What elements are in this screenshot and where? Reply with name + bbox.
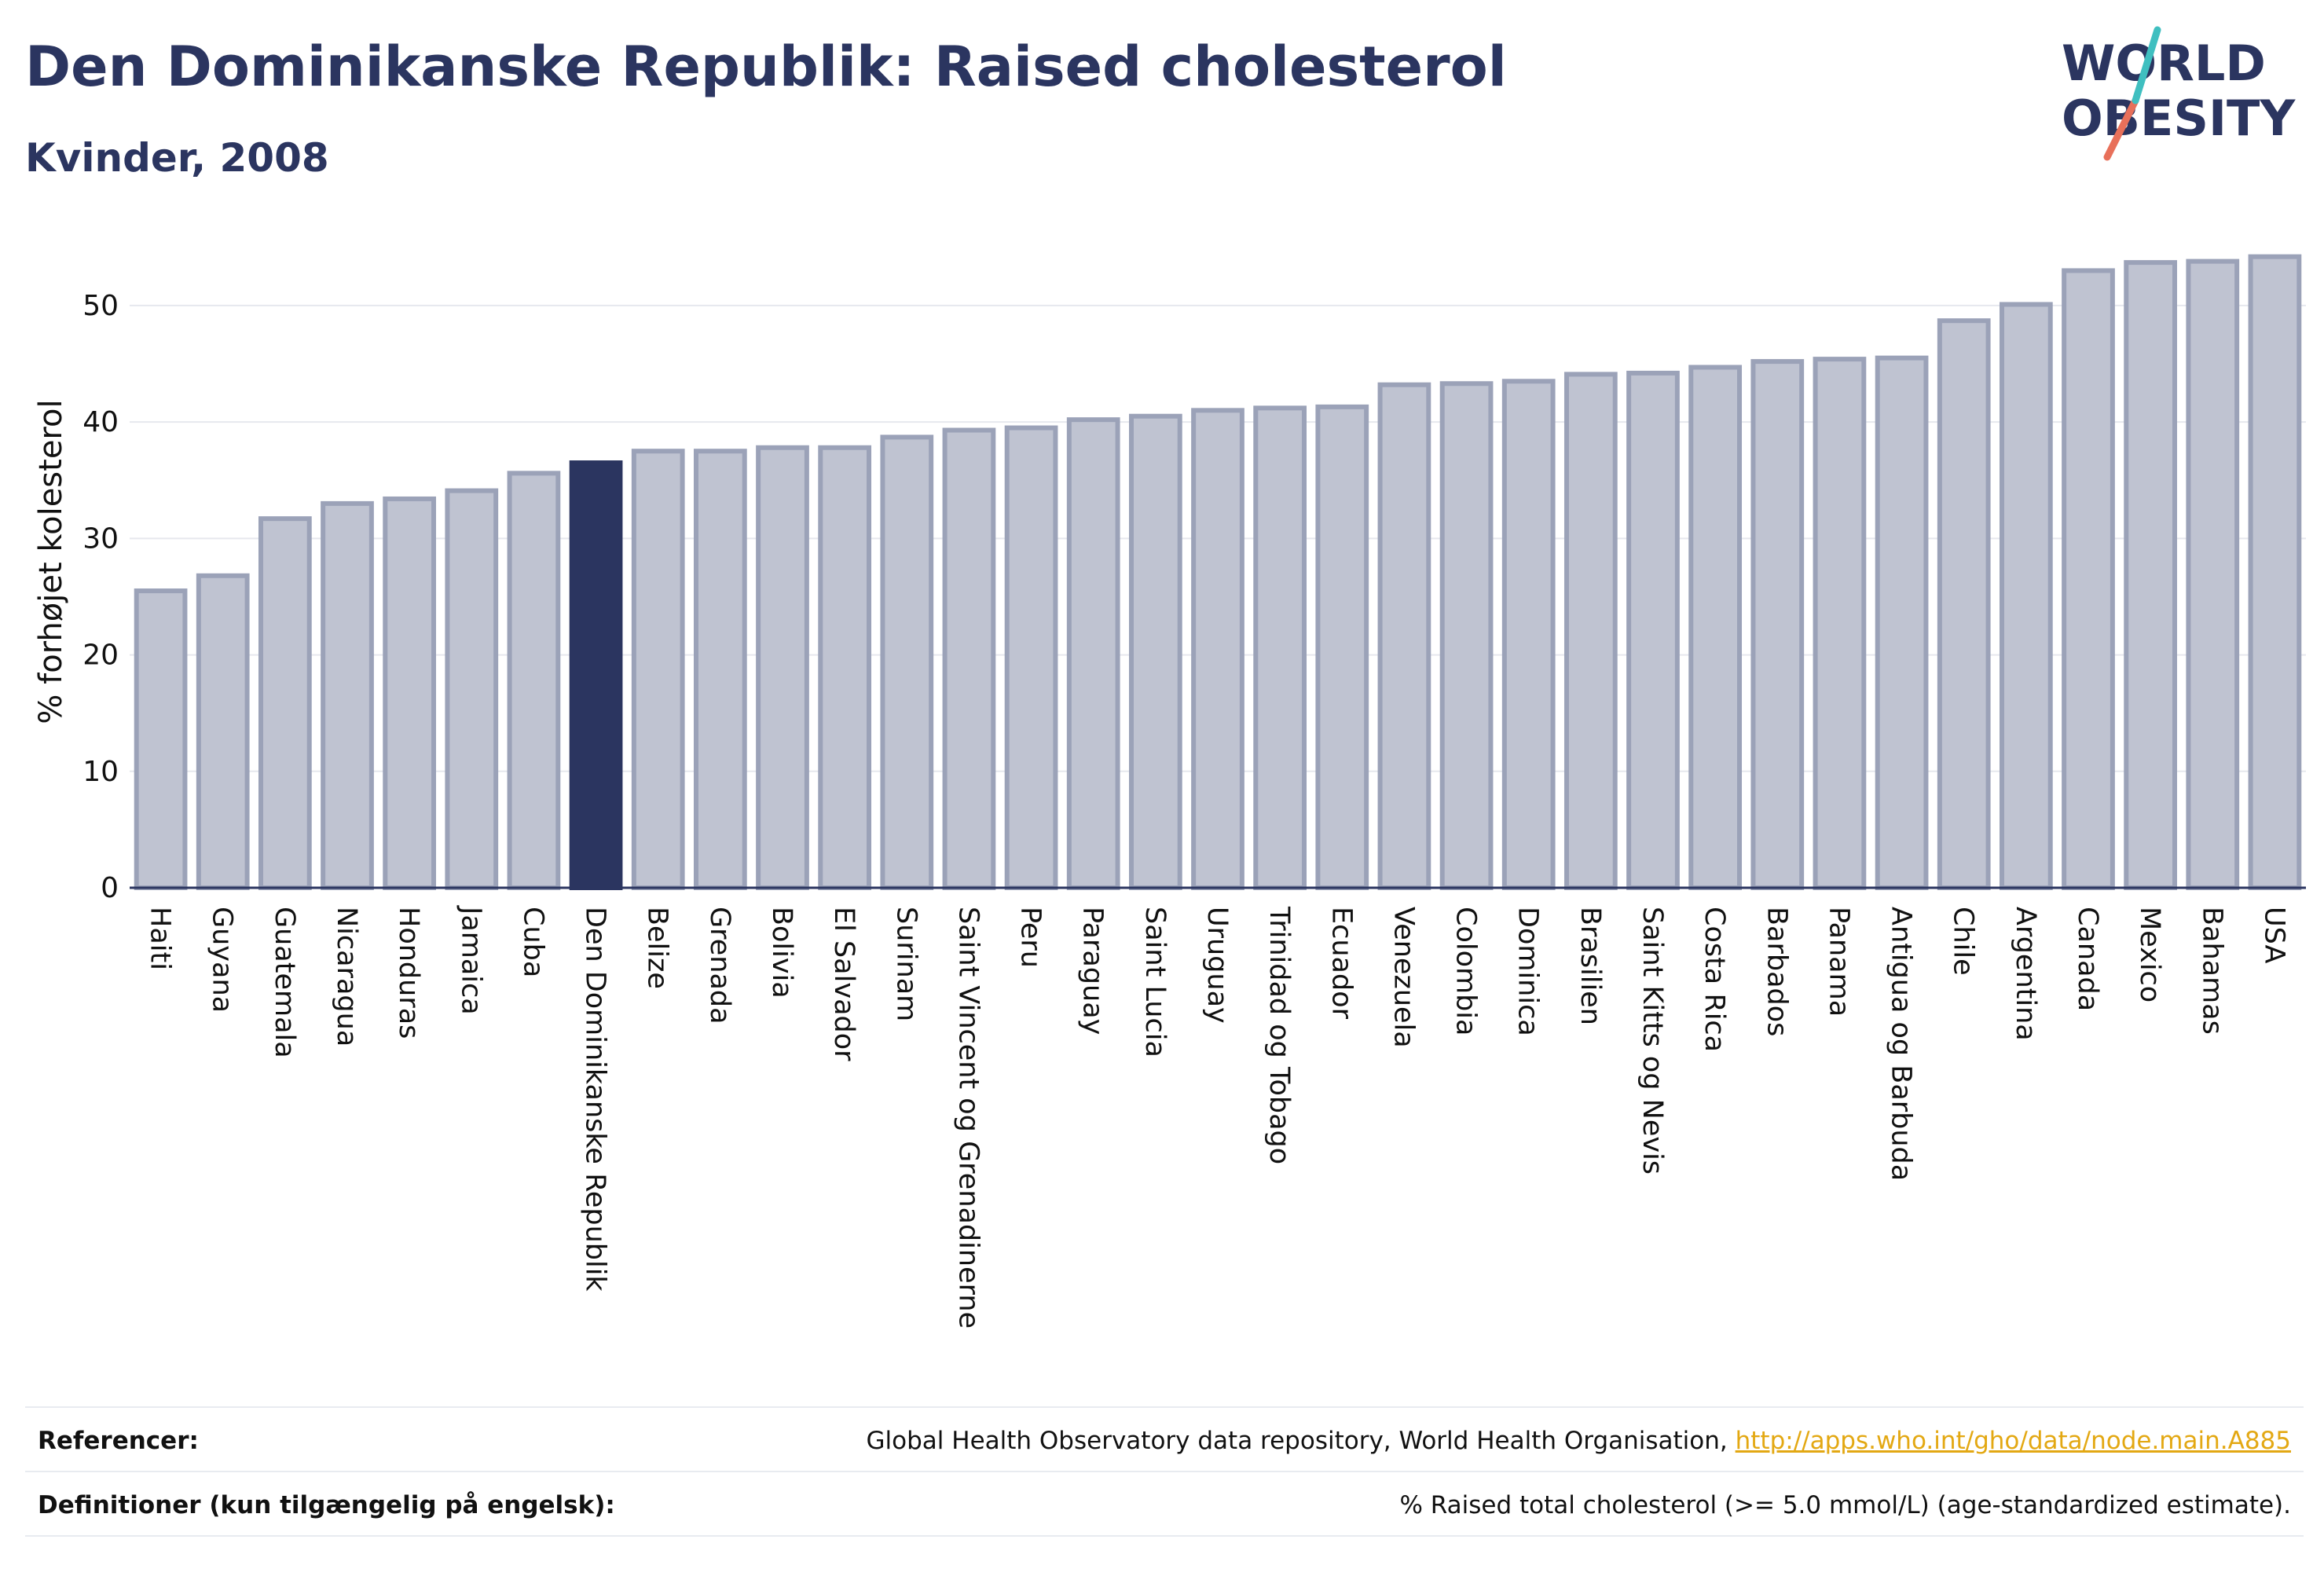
bar-peru[interactable] — [1004, 425, 1058, 890]
x-tick-label: Peru — [1015, 907, 1047, 968]
references-value: Global Health Observatory data repositor… — [867, 1427, 2291, 1455]
x-tick-label: Grenada — [704, 907, 735, 1024]
bar-uruguay[interactable] — [1191, 408, 1244, 890]
x-tick-label: Belize — [642, 907, 673, 989]
bar-brasilien[interactable] — [1563, 372, 1618, 890]
bar-guyana[interactable] — [196, 573, 250, 890]
bar-jamaica[interactable] — [445, 488, 499, 890]
logo-slash-coral — [2103, 97, 2139, 161]
bar-costa-rica[interactable] — [1688, 365, 1743, 891]
x-tick-label: Honduras — [393, 907, 424, 1039]
x-tick-label: Colombia — [1450, 907, 1482, 1035]
x-tick-label: Uruguay — [1201, 907, 1233, 1024]
bars — [134, 254, 2302, 891]
references-link[interactable]: http://apps.who.int/gho/data/node.main.A… — [1735, 1427, 2291, 1455]
bar-barbados[interactable] — [1750, 359, 1805, 891]
bar-saint-kitts-og-nevis[interactable] — [1626, 370, 1680, 890]
x-tick-label: Cuba — [517, 907, 548, 977]
bar-antigua-og-barbuda[interactable] — [1875, 355, 1929, 890]
x-tick-label: Bahamas — [2196, 907, 2227, 1035]
x-axis-labels: Haiti Guyana Guatemala Nicaragua Honduras Jam… — [145, 905, 2290, 1329]
world-obesity-logo[interactable]: WORLD OBESITY — [2043, 24, 2310, 165]
bar-belize[interactable] — [631, 449, 685, 890]
x-tick-label: Venezuela — [1387, 907, 1419, 1048]
x-tick-label: Bolivia — [766, 907, 797, 999]
x-tick-label: Chile — [1948, 907, 1979, 976]
bar-canada[interactable] — [2062, 268, 2115, 890]
bar-colombia[interactable] — [1439, 381, 1494, 891]
bar-saint-vincent-og-grenadinerne[interactable] — [942, 427, 996, 890]
logo-line2: OBESITY — [2062, 90, 2296, 147]
x-tick-label: Guyana — [207, 907, 238, 1013]
bar-surinam[interactable] — [880, 434, 934, 890]
y-tick-label: 0 — [101, 872, 119, 904]
x-tick-label: El Salvador — [828, 907, 860, 1061]
bar-nicaragua[interactable] — [321, 500, 374, 891]
x-tick-label: Dominica — [1512, 907, 1544, 1036]
logo-slash-teal — [2132, 26, 2161, 104]
x-tick-label: Panama — [1823, 907, 1854, 1017]
bar-ecuador[interactable] — [1315, 404, 1369, 890]
references-text: Global Health Observatory data repositor… — [866, 1427, 1736, 1455]
x-tick-label: Mexico — [2134, 907, 2165, 1002]
bar-usa[interactable] — [2248, 254, 2302, 890]
bar-panama[interactable] — [1813, 357, 1867, 891]
bar-grenada[interactable] — [693, 449, 747, 890]
y-tick-label: 40 — [82, 406, 119, 438]
x-tick-label: Den Dominikanske Republik — [580, 907, 611, 1292]
x-tick-label: Antigua og Barbuda — [1886, 907, 1917, 1181]
y-axis-title: % forhøjet kolesterol — [33, 399, 69, 724]
bar-venezuela[interactable] — [1377, 382, 1431, 890]
bar-honduras[interactable] — [383, 496, 437, 890]
x-tick-label: Paraguay — [1077, 907, 1109, 1035]
x-tick-label: Costa Rica — [1699, 907, 1730, 1052]
x-tick-label: Argentina — [2010, 907, 2041, 1041]
x-tick-label: Surinam — [890, 907, 922, 1021]
x-tick-label: Haiti — [145, 907, 176, 970]
references-label: Referencer: — [38, 1427, 199, 1455]
page-title: Den Dominikanske Republik: Raised choles… — [25, 35, 1507, 99]
x-tick-label: Guatemala — [269, 907, 300, 1058]
bar-bolivia[interactable] — [756, 445, 809, 890]
y-tick-label: 20 — [82, 640, 119, 672]
x-tick-label: Canada — [2072, 907, 2103, 1011]
bar-guatemala[interactable] — [258, 516, 312, 890]
x-tick-label: Saint Kitts og Nevis — [1637, 907, 1668, 1175]
x-tick-label: Barbados — [1761, 907, 1792, 1036]
x-tick-label: Brasilien — [1574, 907, 1606, 1025]
references-row: Referencer: Global Health Observatory da… — [25, 1406, 2304, 1471]
y-tick-label: 30 — [82, 522, 119, 555]
y-axis-ticks: 0 10 20 30 40 50 — [82, 290, 119, 904]
y-tick-label: 50 — [82, 290, 119, 322]
x-tick-label: USA — [2258, 907, 2289, 963]
bar-cuba[interactable] — [507, 471, 561, 890]
bar-saint-lucia[interactable] — [1128, 413, 1182, 890]
bar-bahamas[interactable] — [2186, 258, 2240, 891]
bar-den-dominikanske-republik[interactable] — [569, 460, 623, 890]
bar-mexico[interactable] — [2124, 260, 2178, 890]
bar-chile[interactable] — [1937, 318, 1991, 891]
x-tick-label: Jamaica — [455, 905, 486, 1015]
x-tick-label: Trinidad og Tobago — [1263, 906, 1295, 1164]
bar-argentina[interactable] — [1999, 302, 2053, 891]
logo-line1: WORLD — [2062, 35, 2266, 92]
x-tick-label: Saint Vincent og Grenadinerne — [952, 907, 984, 1329]
bar-dominica[interactable] — [1501, 379, 1556, 890]
y-tick-label: 10 — [82, 756, 119, 788]
definitions-label: Definitioner (kun tilgængelig på engelsk… — [38, 1491, 615, 1519]
bar-haiti[interactable] — [134, 588, 188, 891]
definitions-row: Definitioner (kun tilgængelig på engelsk… — [25, 1471, 2304, 1537]
bar-paraguay[interactable] — [1066, 417, 1120, 890]
definitions-value: % Raised total cholesterol (>= 5.0 mmol/… — [1399, 1491, 2291, 1519]
x-tick-label: Ecuador — [1325, 907, 1357, 1020]
bar-chart: 0 10 20 30 40 50 Haiti Guyana Guatemala Nicaragu… — [33, 254, 2306, 1329]
bar-trinidad-og-tobago[interactable] — [1253, 405, 1307, 890]
x-tick-label: Saint Lucia — [1139, 907, 1171, 1057]
page-subtitle: Kvinder, 2008 — [25, 135, 329, 181]
bar-el-salvador[interactable] — [818, 445, 872, 890]
x-tick-label: Nicaragua — [331, 907, 362, 1046]
